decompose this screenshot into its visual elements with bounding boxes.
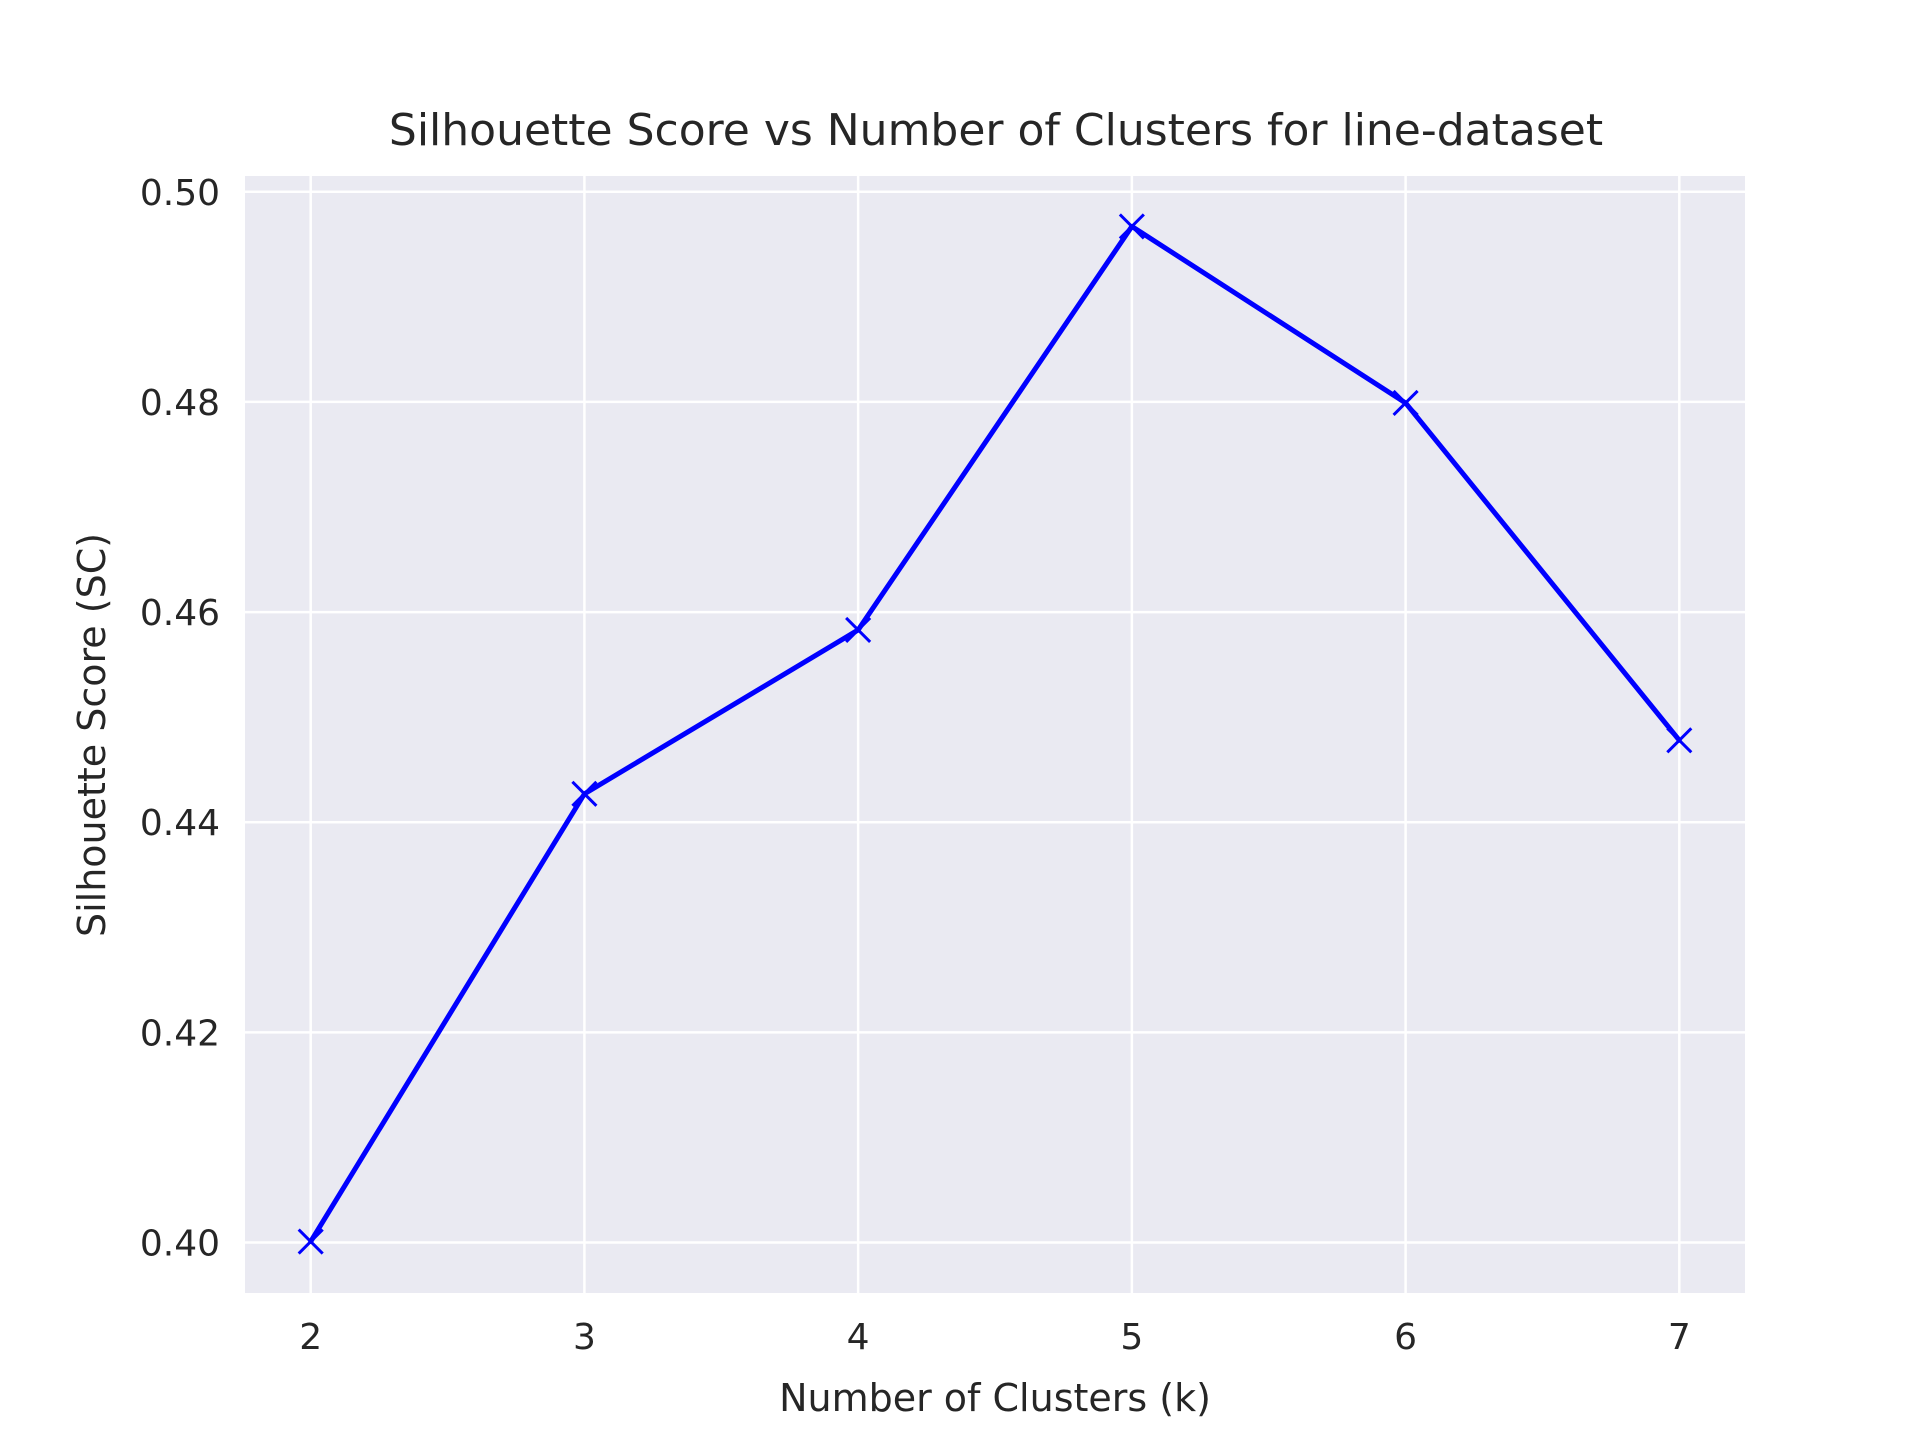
data-point-marker: [1118, 213, 1145, 240]
y-tick-label: 0.42: [140, 1013, 220, 1054]
grid: [245, 176, 1745, 1293]
y-axis-label: Silhouette Score (SC): [70, 533, 114, 937]
x-tick-label: 3: [573, 1317, 596, 1358]
x-tick-label: 6: [1394, 1317, 1417, 1358]
y-tick-label: 0.50: [140, 173, 220, 214]
data-point-marker: [845, 616, 872, 644]
data-point-marker: [571, 780, 598, 807]
plot-area: [245, 176, 1745, 1293]
data-point-marker: [297, 1228, 324, 1255]
y-tick-label: 0.48: [140, 383, 220, 424]
y-tick-label: 0.44: [140, 803, 220, 844]
y-tick-labels: 0.40 0.42 0.44 0.46 0.48 0.50: [140, 173, 220, 1265]
series-line: [308, 223, 1682, 1245]
x-tick-label: 5: [1120, 1317, 1143, 1358]
y-tick-label: 0.40: [140, 1224, 220, 1265]
x-tick-label: 2: [299, 1317, 322, 1358]
x-axis-label: Number of Clusters (k): [779, 1376, 1211, 1420]
data-point-marker: [1392, 389, 1419, 417]
x-tick-labels: 2 3 4 5 6 7: [299, 1317, 1691, 1358]
data-point-marker: [1666, 727, 1693, 754]
x-tick-label: 7: [1668, 1317, 1691, 1358]
series-markers: [297, 213, 1693, 1255]
chart-title: Silhouette Score vs Number of Clusters f…: [389, 105, 1603, 156]
x-tick-label: 4: [847, 1317, 870, 1358]
y-tick-label: 0.46: [140, 593, 220, 634]
